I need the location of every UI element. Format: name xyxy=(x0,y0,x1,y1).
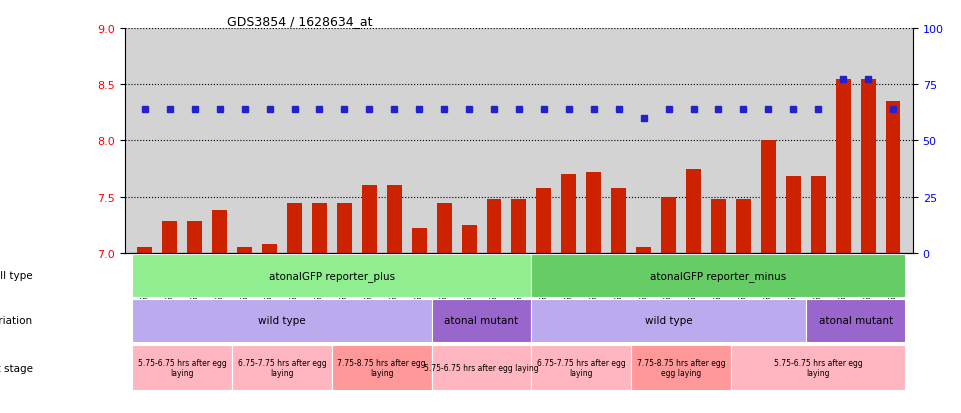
FancyBboxPatch shape xyxy=(631,345,731,390)
FancyBboxPatch shape xyxy=(805,299,905,342)
FancyBboxPatch shape xyxy=(133,254,531,297)
Text: 6.75-7.75 hrs after egg
laying: 6.75-7.75 hrs after egg laying xyxy=(237,358,327,377)
Bar xyxy=(262,244,277,253)
Bar xyxy=(536,188,552,253)
Bar xyxy=(561,175,577,253)
Text: atonal mutant: atonal mutant xyxy=(445,316,519,325)
Bar xyxy=(212,211,227,253)
FancyBboxPatch shape xyxy=(233,345,332,390)
Bar xyxy=(786,177,801,253)
Bar xyxy=(137,248,153,253)
Bar xyxy=(761,141,776,253)
Bar xyxy=(362,186,377,253)
FancyBboxPatch shape xyxy=(332,345,431,390)
Bar xyxy=(461,225,477,253)
Text: 5.75-6.75 hrs after egg
laying: 5.75-6.75 hrs after egg laying xyxy=(138,358,227,377)
Bar xyxy=(811,177,825,253)
Text: 5.75-6.75 hrs after egg
laying: 5.75-6.75 hrs after egg laying xyxy=(774,358,863,377)
Text: genotype/variation: genotype/variation xyxy=(0,316,33,325)
Bar xyxy=(711,199,726,253)
Bar xyxy=(686,169,701,253)
Bar xyxy=(436,204,452,253)
Text: wild type: wild type xyxy=(259,316,306,325)
Bar xyxy=(287,204,302,253)
Text: 7.75-8.75 hrs after egg
laying: 7.75-8.75 hrs after egg laying xyxy=(337,358,426,377)
Bar xyxy=(337,204,352,253)
Bar xyxy=(312,204,327,253)
Bar xyxy=(411,228,427,253)
Bar xyxy=(162,222,177,253)
Bar xyxy=(885,102,900,253)
FancyBboxPatch shape xyxy=(431,345,531,390)
Text: atonal mutant: atonal mutant xyxy=(819,316,893,325)
FancyBboxPatch shape xyxy=(531,345,631,390)
Bar xyxy=(661,197,676,253)
Bar xyxy=(736,199,751,253)
Bar xyxy=(861,79,875,253)
Text: 5.75-6.75 hrs after egg laying: 5.75-6.75 hrs after egg laying xyxy=(424,363,539,372)
Text: 6.75-7.75 hrs after egg
laying: 6.75-7.75 hrs after egg laying xyxy=(537,358,626,377)
Bar xyxy=(486,199,502,253)
Text: development stage: development stage xyxy=(0,363,33,373)
Bar xyxy=(187,222,202,253)
Bar xyxy=(511,199,527,253)
Bar xyxy=(237,248,252,253)
FancyBboxPatch shape xyxy=(133,345,233,390)
FancyBboxPatch shape xyxy=(531,299,805,342)
Text: atonalGFP reporter_plus: atonalGFP reporter_plus xyxy=(269,270,395,281)
Bar xyxy=(155,412,162,413)
Bar xyxy=(611,188,627,253)
FancyBboxPatch shape xyxy=(431,299,531,342)
FancyBboxPatch shape xyxy=(133,299,431,342)
Text: 7.75-8.75 hrs after egg
egg laying: 7.75-8.75 hrs after egg egg laying xyxy=(637,358,726,377)
Bar xyxy=(636,248,652,253)
Bar xyxy=(386,186,402,253)
FancyBboxPatch shape xyxy=(731,345,905,390)
Bar xyxy=(836,79,850,253)
Text: GDS3854 / 1628634_at: GDS3854 / 1628634_at xyxy=(228,15,373,28)
FancyBboxPatch shape xyxy=(531,254,905,297)
Text: cell type: cell type xyxy=(0,271,33,281)
Bar xyxy=(586,173,602,253)
Text: wild type: wild type xyxy=(645,316,692,325)
Text: atonalGFP reporter_minus: atonalGFP reporter_minus xyxy=(651,270,786,281)
